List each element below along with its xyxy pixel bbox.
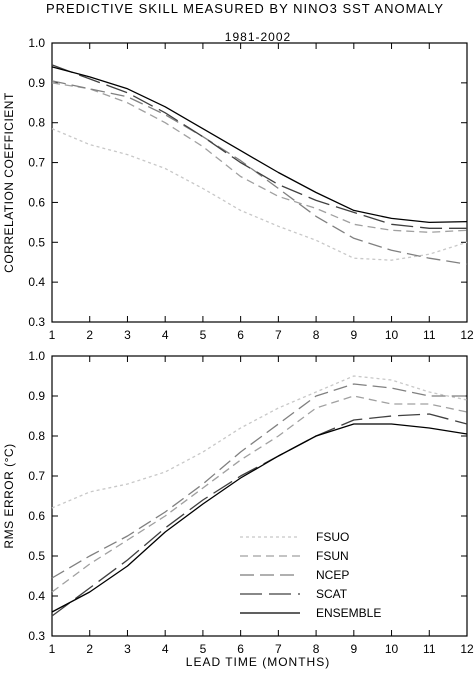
y-tick-label: 0.6 bbox=[28, 509, 45, 523]
y-axis-label: RMS ERROR (°C) bbox=[2, 443, 16, 548]
correlation-panel: 1 2 3 4 5 6 7 8 9 10 11 120.30.40.50.60.70.80.91.0C… bbox=[2, 36, 474, 342]
x-tick-label: 6 bbox=[237, 642, 244, 656]
legend-label-ensemble: ENSEMBLE bbox=[316, 606, 381, 620]
y-tick-label: 0.9 bbox=[28, 389, 45, 403]
series-line-fsun bbox=[51, 82, 468, 233]
x-tick-label: 8 bbox=[313, 328, 320, 342]
series-line-scat bbox=[51, 64, 467, 229]
x-tick-label: 4 bbox=[162, 642, 169, 656]
x-tick-label: 7 bbox=[275, 328, 282, 342]
series-line-ensemble bbox=[51, 66, 468, 224]
x-tick-label: 6 bbox=[237, 328, 244, 342]
x-tick-label: 3 bbox=[124, 328, 131, 342]
legend-label-scat: SCAT bbox=[316, 587, 348, 601]
series-line-scat bbox=[51, 413, 468, 617]
y-tick-label: 0.5 bbox=[28, 549, 45, 563]
y-tick-label: 0.7 bbox=[28, 469, 45, 483]
x-tick-label: 10 bbox=[385, 328, 399, 342]
x-tick-label: 5 bbox=[200, 642, 207, 656]
x-tick-label: 9 bbox=[350, 328, 357, 342]
x-tick-label: 8 bbox=[313, 642, 320, 656]
x-tick-label: 7 bbox=[275, 642, 282, 656]
x-tick-label: 10 bbox=[385, 642, 399, 656]
y-axis-label: CORRELATION COEFFICIENT bbox=[2, 92, 16, 273]
chart-title: PREDICTIVE SKILL MEASURED BY NINO3 SST A… bbox=[46, 1, 444, 16]
y-tick-label: 0.8 bbox=[28, 116, 45, 130]
y-tick-label: 0.4 bbox=[28, 275, 45, 289]
legend-label-fsuo: FSUO bbox=[316, 530, 349, 544]
y-tick-label: 0.4 bbox=[28, 589, 45, 603]
x-tick-label: 11 bbox=[423, 328, 436, 342]
y-tick-label: 0.6 bbox=[28, 195, 45, 209]
series-line-fsuo bbox=[51, 375, 468, 509]
x-tick-label: 2 bbox=[86, 328, 93, 342]
x-tick-label: 3 bbox=[124, 642, 131, 656]
series-line-ncep bbox=[51, 80, 468, 265]
y-tick-label: 0.8 bbox=[28, 429, 45, 443]
y-tick-label: 0.3 bbox=[28, 315, 45, 329]
plot-frame bbox=[51, 355, 468, 637]
x-tick-label: 12 bbox=[460, 328, 474, 342]
x-tick-label: 12 bbox=[460, 642, 474, 656]
x-axis-label: LEAD TIME (MONTHS) bbox=[186, 655, 330, 669]
y-tick-label: 1.0 bbox=[28, 349, 45, 363]
x-tick-label: 9 bbox=[350, 642, 357, 656]
y-tick-label: 0.5 bbox=[28, 235, 45, 249]
series-line-ncep bbox=[51, 383, 467, 579]
series-line-ensemble bbox=[51, 423, 468, 613]
y-tick-label: 0.7 bbox=[28, 156, 45, 170]
y-tick-label: 0.3 bbox=[28, 629, 45, 643]
x-tick-label: 11 bbox=[423, 642, 436, 656]
x-tick-label: 2 bbox=[86, 642, 93, 656]
x-tick-label: 1 bbox=[49, 642, 56, 656]
y-tick-label: 0.9 bbox=[28, 76, 45, 90]
series-line-fsun bbox=[51, 395, 468, 593]
x-tick-label: 1 bbox=[49, 328, 56, 342]
x-tick-label: 4 bbox=[162, 328, 169, 342]
chart-subtitle: 1981-2002 bbox=[225, 30, 291, 44]
y-tick-label: 1.0 bbox=[28, 36, 45, 50]
rms-error-panel: 1 2 3 4 5 6 7 8 9 10 11 120.30.40.50.60.70.80.91.0R… bbox=[2, 349, 474, 656]
plot-frame bbox=[51, 42, 468, 323]
series-line-fsuo bbox=[51, 128, 468, 261]
legend-label-ncep: NCEP bbox=[316, 568, 349, 582]
x-tick-label: 5 bbox=[200, 328, 207, 342]
legend-label-fsun: FSUN bbox=[316, 549, 349, 563]
